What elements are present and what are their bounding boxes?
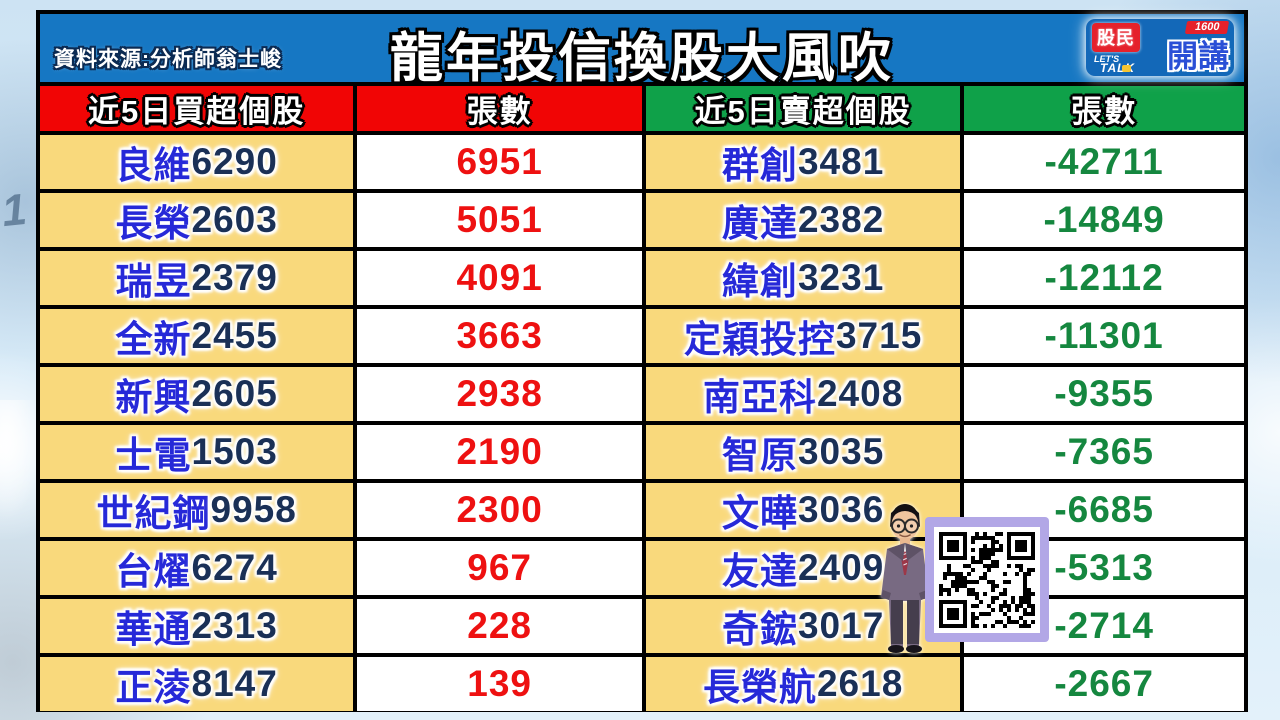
stock-name: 長榮航 xyxy=(702,667,817,708)
buy-value-header: 張數 xyxy=(357,86,642,131)
buy-stock-cell: 士電 1503 xyxy=(40,425,354,479)
sell-value-cell: -14849 xyxy=(964,193,1244,247)
logo-lets-text: LET'S xyxy=(1094,54,1120,64)
stock-code: 3035 xyxy=(797,431,885,472)
stock-code: 1503 xyxy=(191,431,278,472)
stock-name: 文曄 xyxy=(721,493,798,534)
sell-value-cell: -2667 xyxy=(964,657,1244,711)
stock-code: 3017 xyxy=(797,605,885,646)
speech-bubble-icon xyxy=(1122,65,1131,72)
background-clock-numeral: 1 xyxy=(0,184,29,237)
show-logo: 股民 1600 LET'S TALK 開講 xyxy=(1086,19,1234,76)
stock-name: 全新 xyxy=(115,319,192,360)
sell-value-header: 張數 xyxy=(964,86,1244,131)
stock-name: 瑞昱 xyxy=(115,261,192,302)
sell-value-cell: -42711 xyxy=(964,135,1244,189)
qr-code-frame xyxy=(925,517,1049,642)
buy-stock-cell: 全新 2455 xyxy=(40,309,354,363)
qr-code xyxy=(934,526,1040,633)
stock-code: 2603 xyxy=(191,199,278,240)
stock-code: 2605 xyxy=(191,373,278,414)
stock-name: 華通 xyxy=(115,609,192,650)
sell-stock-cell: 廣達 2382 xyxy=(645,193,961,247)
stock-name: 新興 xyxy=(115,377,192,418)
stock-code: 6274 xyxy=(191,547,278,588)
sell-stock-cell: 南亞科 2408 xyxy=(645,367,961,421)
buy-stock-cell: 世紀鋼 9958 xyxy=(40,483,354,537)
stock-name: 群創 xyxy=(721,145,798,186)
buy-value-cell: 139 xyxy=(357,657,642,711)
background-texture xyxy=(0,400,42,520)
logo-main-text: 開講 xyxy=(1167,39,1229,74)
data-source-label: 資料來源:分析師翁士峻 xyxy=(54,48,282,71)
stock-code: 2379 xyxy=(191,257,278,298)
sell-stock-cell: 長榮航 2618 xyxy=(645,657,961,711)
stock-name: 廣達 xyxy=(721,203,798,244)
buy-stock-cell: 華通 2313 xyxy=(40,599,354,653)
sell-stock-cell: 定穎投控 3715 xyxy=(645,309,961,363)
buy-stock-cell: 正淩 8147 xyxy=(40,657,354,711)
stock-code: 2382 xyxy=(797,199,885,240)
stock-table-board: 資料來源:分析師翁士峻 龍年投信換股大風吹 股民 1600 LET'S TALK… xyxy=(36,10,1248,712)
buy-value-cell: 4091 xyxy=(357,251,642,305)
buy-stock-cell: 良維 6290 xyxy=(40,135,354,189)
analyst-avatar xyxy=(869,497,941,660)
buy-stock-cell: 瑞昱 2379 xyxy=(40,251,354,305)
title-bar: 資料來源:分析師翁士峻 龍年投信換股大風吹 股民 1600 LET'S TALK… xyxy=(40,14,1244,88)
sell-value-cell: -9355 xyxy=(964,367,1244,421)
buy-value-cell: 6951 xyxy=(357,135,642,189)
sell-stock-cell: 群創 3481 xyxy=(645,135,961,189)
sell-value-cell: -11301 xyxy=(964,309,1244,363)
stock-code: 8147 xyxy=(191,663,278,704)
stock-code: 3715 xyxy=(835,315,923,356)
buy-stock-cell: 新興 2605 xyxy=(40,367,354,421)
stock-name: 士電 xyxy=(115,435,192,476)
buy-value-cell: 2190 xyxy=(357,425,642,479)
buy-stock-cell: 長榮 2603 xyxy=(40,193,354,247)
logo-brand-text: 股民 xyxy=(1092,23,1140,52)
stock-name: 友達 xyxy=(721,551,798,592)
stock-code: 3481 xyxy=(797,141,885,182)
stock-code: 3231 xyxy=(797,257,885,298)
stock-name: 良維 xyxy=(115,145,192,186)
buy-value-cell: 5051 xyxy=(357,193,642,247)
buy-stock-cell: 台燿 6274 xyxy=(40,541,354,595)
stock-code: 2455 xyxy=(191,315,278,356)
stock-code: 2408 xyxy=(816,373,904,414)
stock-name: 正淩 xyxy=(115,667,192,708)
stock-name: 長榮 xyxy=(115,203,192,244)
stock-name: 台燿 xyxy=(115,551,192,592)
sell-stock-cell: 緯創 3231 xyxy=(645,251,961,305)
stock-name: 南亞科 xyxy=(702,377,817,418)
stock-code: 2409 xyxy=(797,547,885,588)
stock-name: 緯創 xyxy=(721,261,798,302)
stock-code: 2618 xyxy=(816,663,904,704)
stock-name: 智原 xyxy=(721,435,798,476)
sell-stock-cell: 智原 3035 xyxy=(645,425,961,479)
buy-value-cell: 2300 xyxy=(357,483,642,537)
sell-name-header: 近5日賣超個股 xyxy=(645,86,961,131)
buy-name-header: 近5日買超個股 xyxy=(40,86,354,131)
stock-code: 3036 xyxy=(797,489,885,530)
sell-value-cell: -12112 xyxy=(964,251,1244,305)
stock-name: 世紀鋼 xyxy=(96,493,211,534)
stock-code: 2313 xyxy=(191,605,278,646)
analyst-avatar-drawing xyxy=(881,504,929,653)
stock-code: 9958 xyxy=(210,489,297,530)
buy-value-cell: 967 xyxy=(357,541,642,595)
page-title: 龍年投信換股大風吹 xyxy=(390,29,894,88)
stock-code: 6290 xyxy=(191,141,278,182)
stock-name: 定穎投控 xyxy=(683,319,836,360)
buy-value-cell: 3663 xyxy=(357,309,642,363)
sell-value-cell: -7365 xyxy=(964,425,1244,479)
buy-value-cell: 2938 xyxy=(357,367,642,421)
buy-value-cell: 228 xyxy=(357,599,642,653)
stock-name: 奇鋐 xyxy=(721,609,798,650)
